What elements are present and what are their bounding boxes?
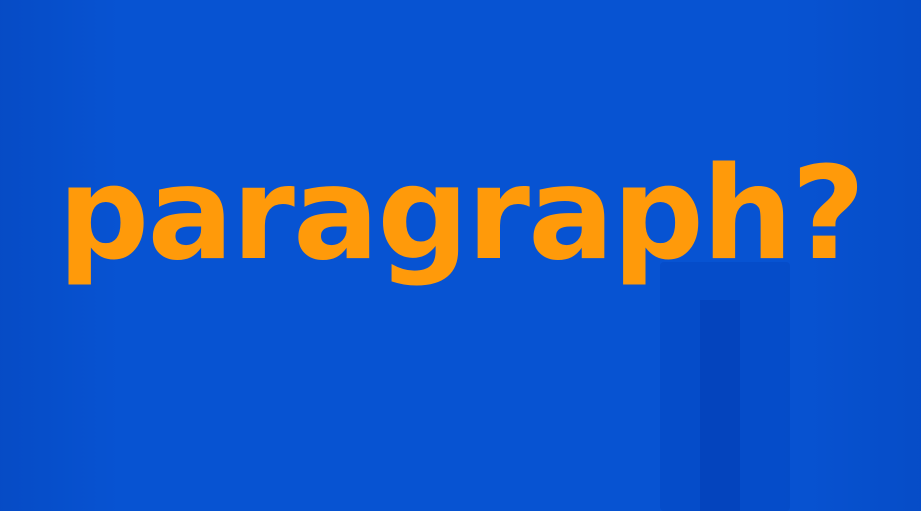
faded-background-stem: [700, 300, 740, 511]
right-vignette: [781, 0, 921, 511]
headline-text: paragraph?: [57, 140, 866, 289]
faded-background-shape: [660, 262, 790, 511]
left-vignette: [0, 0, 120, 511]
